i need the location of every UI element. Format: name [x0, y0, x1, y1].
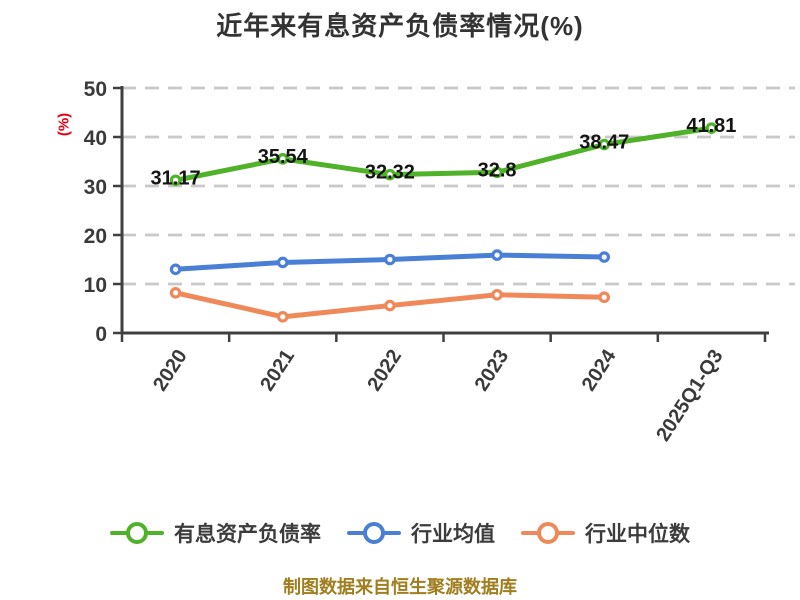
- x-tick-label: 2025Q1-Q3: [652, 346, 727, 446]
- chart-title: 近年来有息资产负债率情况(%): [216, 11, 584, 41]
- series-point-1: [491, 249, 503, 261]
- series-point-0: [705, 122, 718, 134]
- x-tick-label: 2024: [578, 345, 621, 395]
- y-tick-label: 30: [84, 176, 107, 199]
- legend-dot-icon: [126, 522, 148, 544]
- series-point-1: [276, 256, 289, 269]
- series-point-1: [384, 253, 396, 266]
- y-tick-label: 0: [95, 323, 107, 346]
- legend-item-interest-bearing-debt-ratio[interactable]: 有息资产负债率: [110, 518, 321, 548]
- legend-dot-icon: [363, 522, 385, 544]
- legend-label: 有息资产负债率: [174, 523, 321, 546]
- legend-marker-line-dot: [110, 521, 164, 545]
- legend-marker-line-dot: [347, 521, 401, 545]
- series-point-label: 35.54: [258, 146, 309, 168]
- x-tick-label: 2022: [363, 346, 406, 395]
- series-point-2: [276, 311, 289, 323]
- series-point-0: [169, 174, 182, 187]
- series-point-0: [598, 138, 611, 151]
- series-point-2: [169, 287, 182, 299]
- legend-item-industry-median[interactable]: 行业中位数: [521, 518, 690, 548]
- x-tick-label: 2023: [471, 346, 514, 395]
- series-point-label: 32.32: [365, 162, 415, 184]
- y-tick-label: 20: [84, 225, 107, 248]
- legend-label: 行业均值: [411, 523, 495, 546]
- data-source-note: 制图数据来自恒生聚源数据库: [283, 577, 517, 597]
- series-point-2: [491, 288, 503, 301]
- y-tick-label: 50: [84, 78, 107, 101]
- series-point-label: 31.17: [151, 167, 201, 189]
- x-tick-label: 2020: [149, 346, 192, 395]
- legend-dot-icon: [537, 522, 559, 544]
- series-point-2: [598, 291, 611, 304]
- series-point-label: 38.47: [579, 131, 629, 153]
- x-tick-label: 2021: [256, 346, 299, 395]
- series-point-0: [384, 168, 396, 181]
- series-point-label: 32.8: [478, 159, 517, 181]
- series-point-label: 41.81: [686, 115, 736, 137]
- series-point-0: [276, 153, 289, 165]
- series-point-0: [491, 166, 503, 179]
- series-point-2: [384, 299, 396, 312]
- series-line-0: [173, 125, 714, 183]
- y-tick-label: 10: [84, 274, 107, 297]
- legend-marker-line-dot: [521, 521, 575, 545]
- y-tick-label: 40: [84, 127, 107, 150]
- legend-item-industry-mean[interactable]: 行业均值: [347, 518, 495, 548]
- chart-legend: 有息资产负债率 行业均值 行业中位数: [0, 518, 800, 548]
- legend-label: 行业中位数: [585, 523, 690, 546]
- series-point-1: [598, 251, 611, 263]
- series-point-1: [169, 263, 182, 276]
